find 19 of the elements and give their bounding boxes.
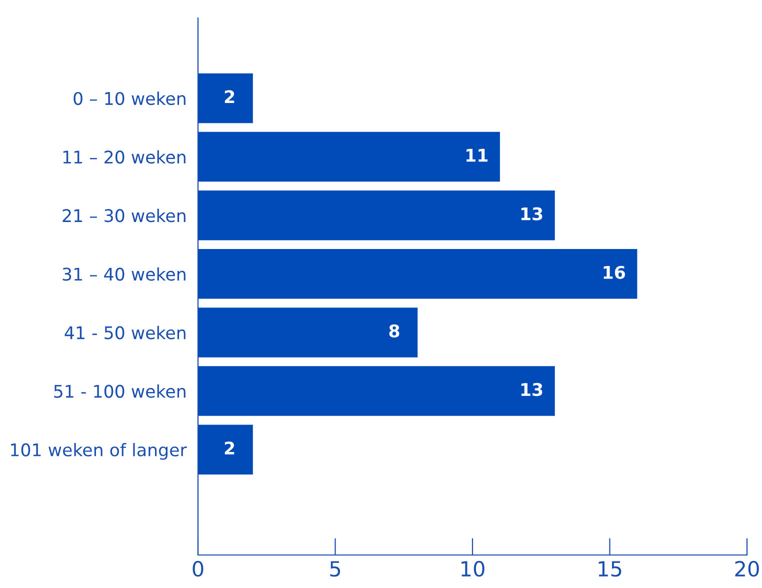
data-label: 13	[521, 207, 542, 220]
data-label: 16	[604, 266, 626, 279]
y-tick-label: 31 – 40 weken	[62, 267, 186, 281]
y-tick-label: 0 – 10 weken	[74, 92, 186, 106]
y-tick-label: 21 – 30 weken	[62, 208, 186, 222]
x-tick-label: 5	[330, 561, 340, 577]
data-label: 8	[389, 324, 400, 338]
y-tick-label: 11 – 20 weken	[63, 150, 186, 164]
data-label: 2	[224, 441, 234, 454]
data-label: 2	[224, 90, 234, 104]
data-label: 13	[521, 382, 542, 396]
x-tick-label: 20	[735, 560, 759, 577]
y-tick-label: 41 - 50 weken	[64, 326, 186, 340]
y-tick-label: 101 weken of langer	[11, 442, 187, 460]
data-label: 11	[466, 148, 488, 162]
x-tick-label: 0	[192, 560, 204, 577]
y-tick-label: 51 - 100 weken	[54, 384, 186, 398]
x-tick-label: 10	[462, 560, 484, 577]
x-tick-label: 15	[598, 561, 622, 577]
